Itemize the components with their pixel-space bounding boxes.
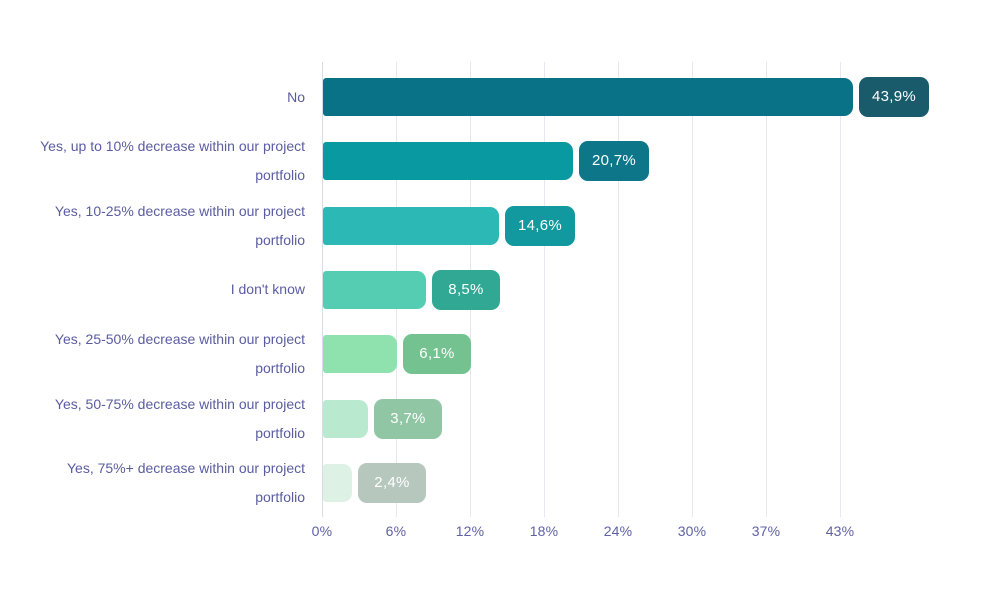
x-tick-label: 6%: [385, 523, 407, 539]
category-label: No: [287, 88, 305, 105]
gridline: [618, 62, 619, 517]
value-badge: 43,9%: [859, 77, 930, 117]
bar[interactable]: [323, 270, 426, 309]
x-tick-label: 24%: [603, 523, 633, 539]
bar[interactable]: [323, 206, 499, 245]
value-badge: 14,6%: [505, 205, 576, 246]
category-label: Yes, 10-25% decrease within our project …: [54, 202, 305, 248]
bar[interactable]: [323, 399, 368, 438]
x-tick-label: 18%: [529, 523, 559, 539]
x-tick-label: 30%: [677, 523, 707, 539]
value-badge: 20,7%: [579, 141, 650, 182]
gridline: [544, 62, 545, 517]
gridline: [692, 62, 693, 517]
x-tick-label: 37%: [751, 523, 781, 539]
gridline: [766, 62, 767, 517]
x-tick-label: 12%: [455, 523, 485, 539]
bar[interactable]: [323, 335, 397, 374]
bar[interactable]: [323, 463, 352, 502]
x-tick-label: 43%: [825, 523, 855, 539]
category-label: Yes, 25-50% decrease within our project …: [54, 331, 305, 377]
y-axis-line: [322, 62, 323, 517]
bar[interactable]: [323, 142, 573, 181]
gridline: [840, 62, 841, 517]
category-label: Yes, 50-75% decrease within our project …: [54, 395, 305, 441]
category-label: Yes, up to 10% decrease within our proje…: [40, 138, 305, 184]
value-badge: 8,5%: [432, 269, 500, 310]
x-tick-label: 0%: [311, 523, 333, 539]
category-label: Yes, 75%+ decrease within our project po…: [66, 459, 305, 505]
category-label: I don't know: [230, 281, 305, 298]
bar[interactable]: [323, 78, 853, 116]
value-badge: 2,4%: [358, 462, 426, 503]
value-badge: 3,7%: [374, 398, 442, 439]
value-badge: 6,1%: [403, 334, 471, 375]
